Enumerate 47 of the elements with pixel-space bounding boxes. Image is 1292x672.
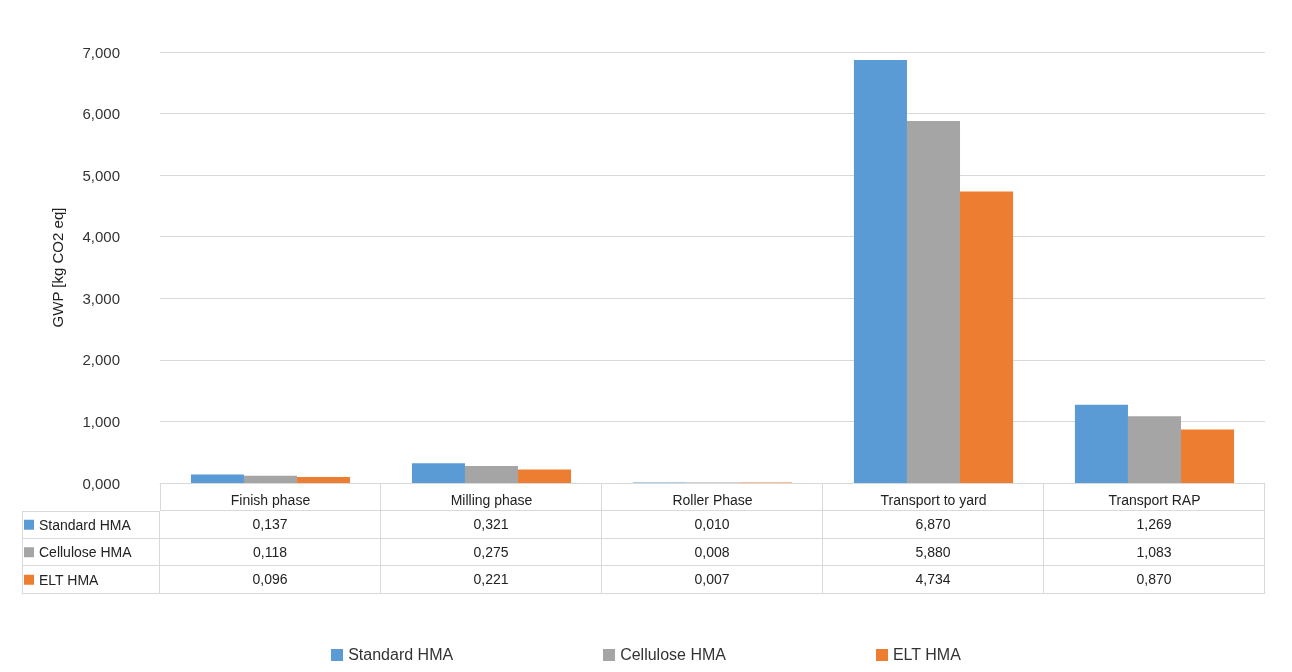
x-tick-label: Roller Phase (672, 492, 753, 508)
y-axis-title: GWP [kg CO2 eq] (49, 207, 66, 328)
legend-label: ELT HMA (892, 646, 961, 664)
data-label: 6,870 (823, 511, 1044, 539)
data-label: 0,096 (160, 566, 381, 594)
y-tick-label: 6,000 (82, 105, 120, 123)
y-tick-label: 2,000 (82, 351, 120, 369)
legend-label: Standard HMA (39, 516, 132, 533)
bar (853, 60, 907, 483)
text: Cellulose HMA (620, 646, 726, 663)
x-tick-label: Transport to yard (880, 492, 987, 508)
bar (411, 463, 465, 483)
data-label: 5,880 (823, 538, 1044, 566)
bar (906, 120, 961, 483)
bar (518, 469, 572, 483)
y-tick-label: 0,000 (82, 474, 120, 492)
data-label: 0,118 (160, 538, 381, 566)
data-label: 0,010 (602, 511, 823, 539)
y-tick-label: 5,000 (82, 166, 120, 184)
x-tick-label: Finish phase (230, 492, 311, 508)
data-label: 1,269 (1044, 511, 1265, 539)
data-label: 0,870 (1044, 566, 1265, 594)
data-label: 4,734 (823, 566, 1044, 594)
data-label: 0,007 (602, 566, 823, 594)
bar (960, 191, 1014, 483)
bar (297, 477, 351, 483)
y-tick-label: 4,000 (82, 228, 120, 246)
legend-label: Cellulose HMA (39, 544, 133, 561)
y-tick-label: 3,000 (82, 289, 120, 307)
bar (1127, 416, 1182, 483)
text: Standard HMA (348, 646, 454, 663)
bar (243, 475, 298, 483)
bar (1074, 404, 1128, 483)
y-tick-label: 1,000 (82, 412, 120, 430)
data-label: 0,137 (160, 511, 381, 539)
data-label: 0,221 (381, 566, 602, 594)
data-label: 0,008 (602, 538, 823, 566)
data-label: 1,083 (1044, 538, 1265, 566)
y-tick-label: 7,000 (82, 43, 120, 61)
bar (190, 474, 244, 483)
x-tick-label: Milling phase (450, 492, 533, 508)
text: ELT HMA (39, 571, 99, 588)
data-label: 0,275 (381, 538, 602, 566)
data-label: 0,321 (381, 511, 602, 539)
bar (464, 466, 519, 483)
x-tick-label: Transport RAP (1108, 492, 1201, 508)
bar (1181, 429, 1235, 483)
